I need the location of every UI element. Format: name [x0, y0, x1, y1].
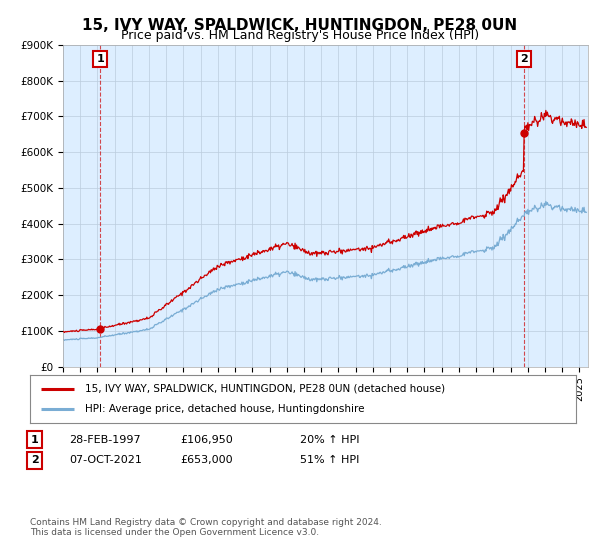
Text: 15, IVY WAY, SPALDWICK, HUNTINGDON, PE28 0UN (detached house): 15, IVY WAY, SPALDWICK, HUNTINGDON, PE28…: [85, 384, 445, 394]
Text: Price paid vs. HM Land Registry's House Price Index (HPI): Price paid vs. HM Land Registry's House …: [121, 29, 479, 42]
Text: HPI: Average price, detached house, Huntingdonshire: HPI: Average price, detached house, Hunt…: [85, 404, 364, 414]
Text: 1: 1: [97, 54, 104, 64]
Text: £106,950: £106,950: [180, 435, 233, 445]
Text: 07-OCT-2021: 07-OCT-2021: [69, 455, 142, 465]
Text: 20% ↑ HPI: 20% ↑ HPI: [300, 435, 359, 445]
Text: 2: 2: [31, 455, 38, 465]
Text: 15, IVY WAY, SPALDWICK, HUNTINGDON, PE28 0UN: 15, IVY WAY, SPALDWICK, HUNTINGDON, PE28…: [82, 18, 518, 33]
Text: £653,000: £653,000: [180, 455, 233, 465]
Text: Contains HM Land Registry data © Crown copyright and database right 2024.
This d: Contains HM Land Registry data © Crown c…: [30, 518, 382, 538]
Text: 2: 2: [520, 54, 527, 64]
Text: 51% ↑ HPI: 51% ↑ HPI: [300, 455, 359, 465]
Text: 1: 1: [31, 435, 38, 445]
Text: 28-FEB-1997: 28-FEB-1997: [69, 435, 140, 445]
